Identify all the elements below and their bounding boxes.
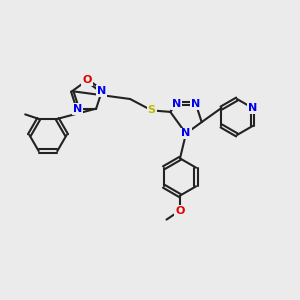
Text: N: N bbox=[182, 128, 190, 139]
Text: N: N bbox=[73, 103, 83, 114]
Text: N: N bbox=[97, 86, 106, 96]
Text: O: O bbox=[82, 75, 92, 85]
Text: N: N bbox=[172, 99, 181, 109]
Text: S: S bbox=[148, 105, 156, 116]
Text: N: N bbox=[248, 103, 257, 113]
Text: N: N bbox=[191, 99, 200, 109]
Text: O: O bbox=[175, 206, 185, 216]
